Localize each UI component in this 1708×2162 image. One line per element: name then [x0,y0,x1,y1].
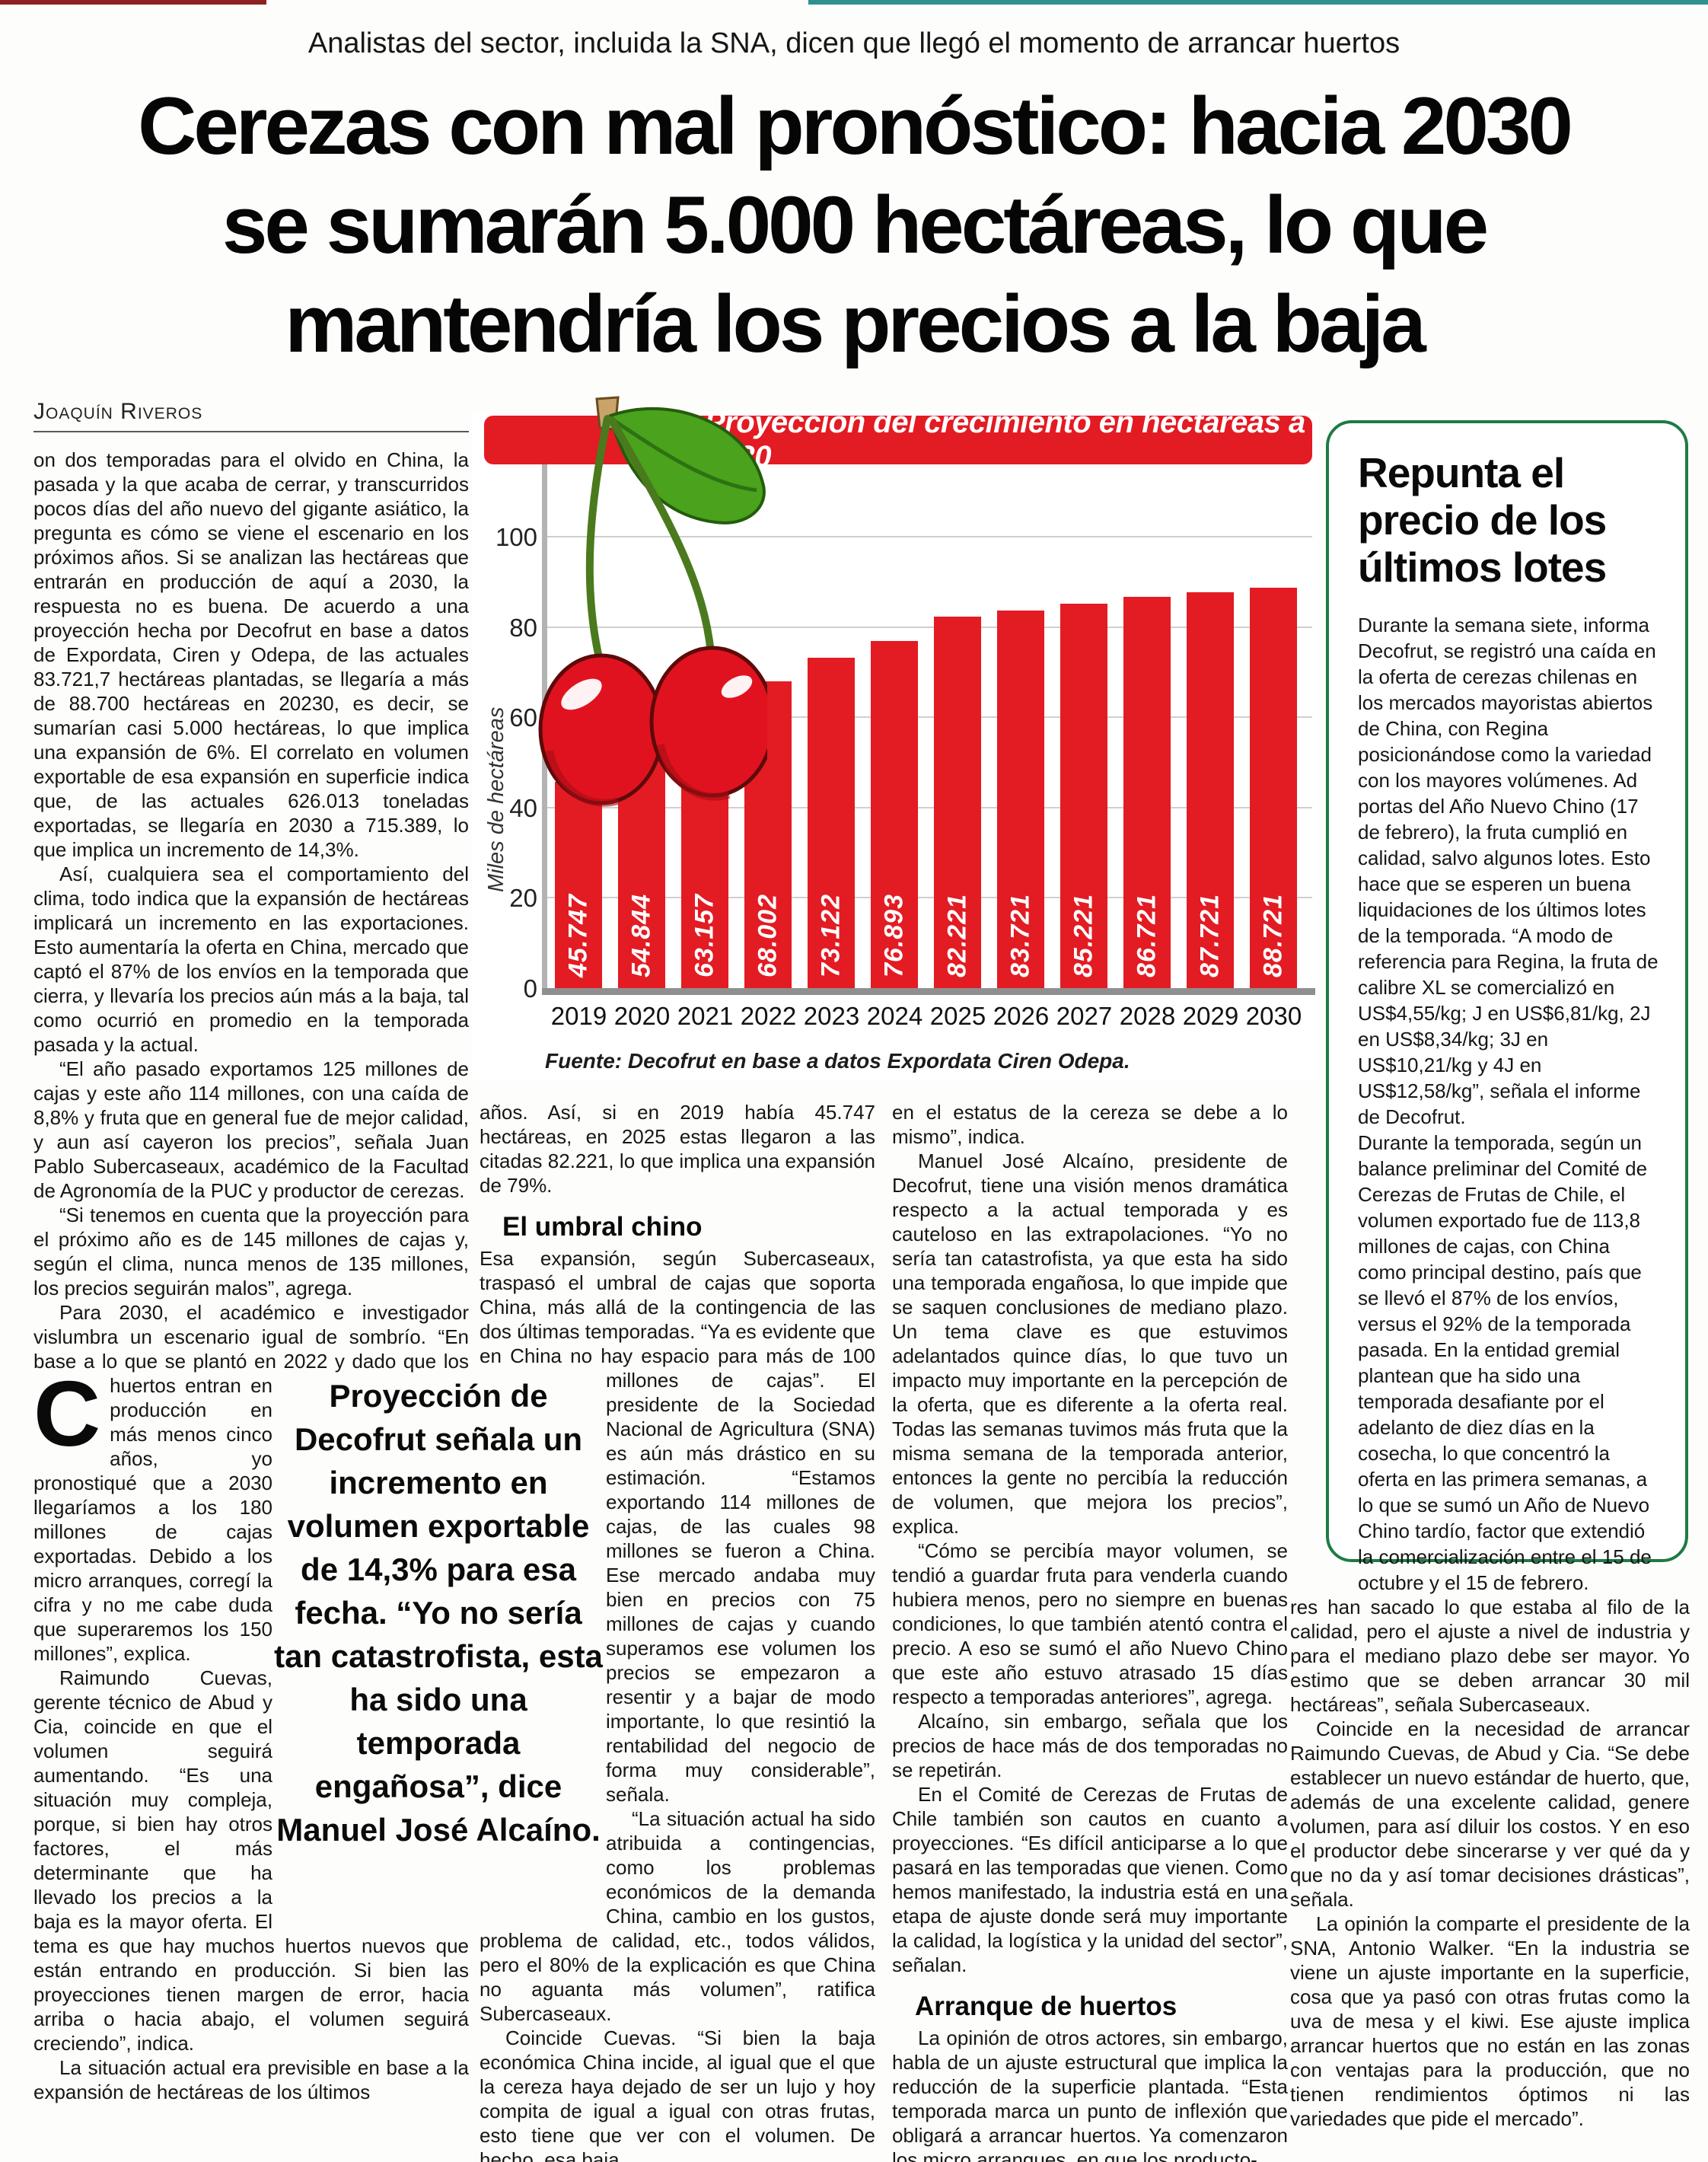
subhead-el-umbral-chino: El umbral chino [502,1212,703,1242]
subhead-arranque-de-huertos: Arranque de huertos [915,1991,1177,2021]
paragraph: Con dos temporadas para el olvido en Chi… [33,448,469,1465]
x-tick-label: 2029 [1182,1002,1239,1030]
bar-2029: 87.721 [1187,592,1234,988]
bar-2030: 88.721 [1250,587,1297,988]
page-top-strip-maroon [0,0,266,5]
pullquote-cutout [480,1374,606,1916]
paragraph: Esa expansión, según Subercaseaux, trasp… [480,1247,875,1806]
bar-2028: 86.721 [1123,596,1171,988]
sidebar-paragraph: Durante la temporada, según un balance p… [1358,1131,1652,1594]
chart-title: Proyección del crecimiento en hectáreas … [705,406,1305,474]
paragraph: La opinión la comparte el presidente de … [1290,1912,1690,2130]
y-tick-label: 60 [509,703,537,732]
column-4: res han sacado lo que estaba al filo de … [1290,1595,1690,2131]
byline: Joaquín Riveros [33,399,469,432]
paragraph: en el estatus de la cereza se debe a lo … [892,1101,1288,1148]
pull-quote: Proyección de Decofrut señala un increme… [274,1378,603,1848]
gridline [547,897,1312,899]
x-tick-label: 2022 [740,1002,797,1030]
gridline [547,626,1312,628]
cherries-icon [538,396,767,807]
gridline [547,536,1312,537]
headline: Cerezas con mal pronóstico: hacia 2030 s… [38,76,1670,373]
bar-value-label: 45.747 [563,894,593,977]
paragraph: “El año pasado exportamos 125 millones d… [33,1057,469,1202]
column-2: años. Así, si en 2019 había 45.747 hectá… [480,1100,875,2162]
y-tick-label: 100 [495,523,537,551]
paragraph: Coincide en la necesidad de arrancar Rai… [1290,1717,1690,1911]
bar-value-label: 73.122 [816,894,846,977]
chart-x-axis-line [542,988,1315,995]
y-tick-label: 0 [523,974,537,1003]
y-tick-label: 40 [509,793,537,822]
chart-source: Fuente: Decofrut en base a datos Exporda… [545,1049,1130,1073]
paragraph: Alcaíno, sin embargo, señala que los pre… [892,1710,1288,1781]
pullquote-cutout-spacer [469,448,470,1374]
hectares-chart: Proyección del crecimiento en hectáreas … [472,396,1318,1081]
sidebar-title: Repunta el precio de los últimos lotes [1358,449,1607,591]
paragraph: res han sacado lo que estaba al filo de … [1290,1596,1690,1716]
paragraph: Así, cualquiera sea el comportamiento de… [33,863,469,1056]
x-tick-label: 2030 [1245,1002,1302,1030]
paragraph: “La situación actual ha sido atribuida a… [480,1807,875,2025]
paragraph: Manuel José Alcaíno, presidente de Decof… [892,1150,1288,1538]
paragraph: “Si tenemos en cuenta que la proyección … [33,1204,469,1299]
x-tick-label: 2020 [613,1002,671,1030]
paragraph: “Cómo se percibía mayor volumen, se tend… [892,1539,1288,1708]
paragraph: Para 2030, el académico e investigador v… [33,1301,469,1665]
paragraph: La situación actual era previsible en ba… [33,2056,469,2103]
x-tick-label: 2019 [550,1002,607,1030]
x-tick-label: 2021 [677,1002,734,1030]
sidebar-box: Repunta el precio de los últimos lotes D… [1326,420,1688,1594]
bar-value-label: 76.893 [879,894,909,977]
x-tick-label: 2028 [1119,1002,1176,1030]
paragraph: En el Comité de Cerezas de Frutas de Chi… [892,1783,1288,1976]
bar-value-label: 86.721 [1132,894,1162,977]
gridline [547,716,1312,719]
bar-value-label: 68.002 [753,894,782,977]
bar-value-label: 54.844 [626,894,656,977]
bar-value-label: 85.221 [1069,894,1098,977]
x-tick-label: 2024 [866,1002,923,1030]
column-1: Con dos temporadas para el olvido en Chi… [33,448,469,2104]
paragraph: años. Así, si en 2019 había 45.747 hectá… [480,1101,875,1197]
page-top-strip-teal [808,0,1708,5]
headline-line-1: Cerezas con mal pronóstico: hacia 2030 [138,80,1573,171]
bar-value-label: 63.157 [690,894,719,977]
headline-line-3: mantendría los precios a la baja [285,278,1426,369]
bar-2025: 82.221 [934,617,981,988]
bar-2019: 45.747 [555,781,602,988]
y-tick-label: 20 [509,884,537,913]
bar-value-label: 88.721 [1258,894,1288,977]
chart-title-bar: Proyección del crecimiento en hectáreas … [484,406,1312,474]
kicker: Analistas del sector, incluida la SNA, d… [308,27,1400,59]
x-tick-label: 2025 [929,1002,986,1030]
bar-2023: 73.122 [808,658,855,988]
gridline [547,806,1312,808]
x-tick-label: 2026 [993,1002,1050,1030]
paragraph: Raimundo Cuevas, gerente técnico de Abud… [33,1666,469,2055]
bar-value-label: 83.721 [1005,894,1035,977]
bar-value-label: 87.721 [1195,894,1225,977]
headline-line-2: se sumarán 5.000 hectáreas, lo que [221,179,1489,270]
chart-x-labels: 2019 2020 2021 2022 2023 2024 2025 2026 2027 2028… [547,1002,1312,1032]
bar-value-label: 82.221 [942,894,972,977]
bar-2027: 85.221 [1060,603,1107,988]
bar-2026: 83.721 [997,610,1044,988]
column-3: en el estatus de la cereza se debe a lo … [892,1100,1288,2162]
paragraph: Coincide Cuevas. “Si bien la baja económ… [480,2026,875,2162]
paragraph: La opinión de otros actores, sin embargo… [892,2026,1288,2162]
y-tick-label: 80 [509,613,537,642]
x-tick-label: 2023 [803,1002,860,1030]
x-tick-label: 2027 [1056,1002,1113,1030]
sidebar-paragraph: Durante la semana siete, informa Decofru… [1358,614,1659,1128]
bar-2024: 76.893 [871,641,918,988]
